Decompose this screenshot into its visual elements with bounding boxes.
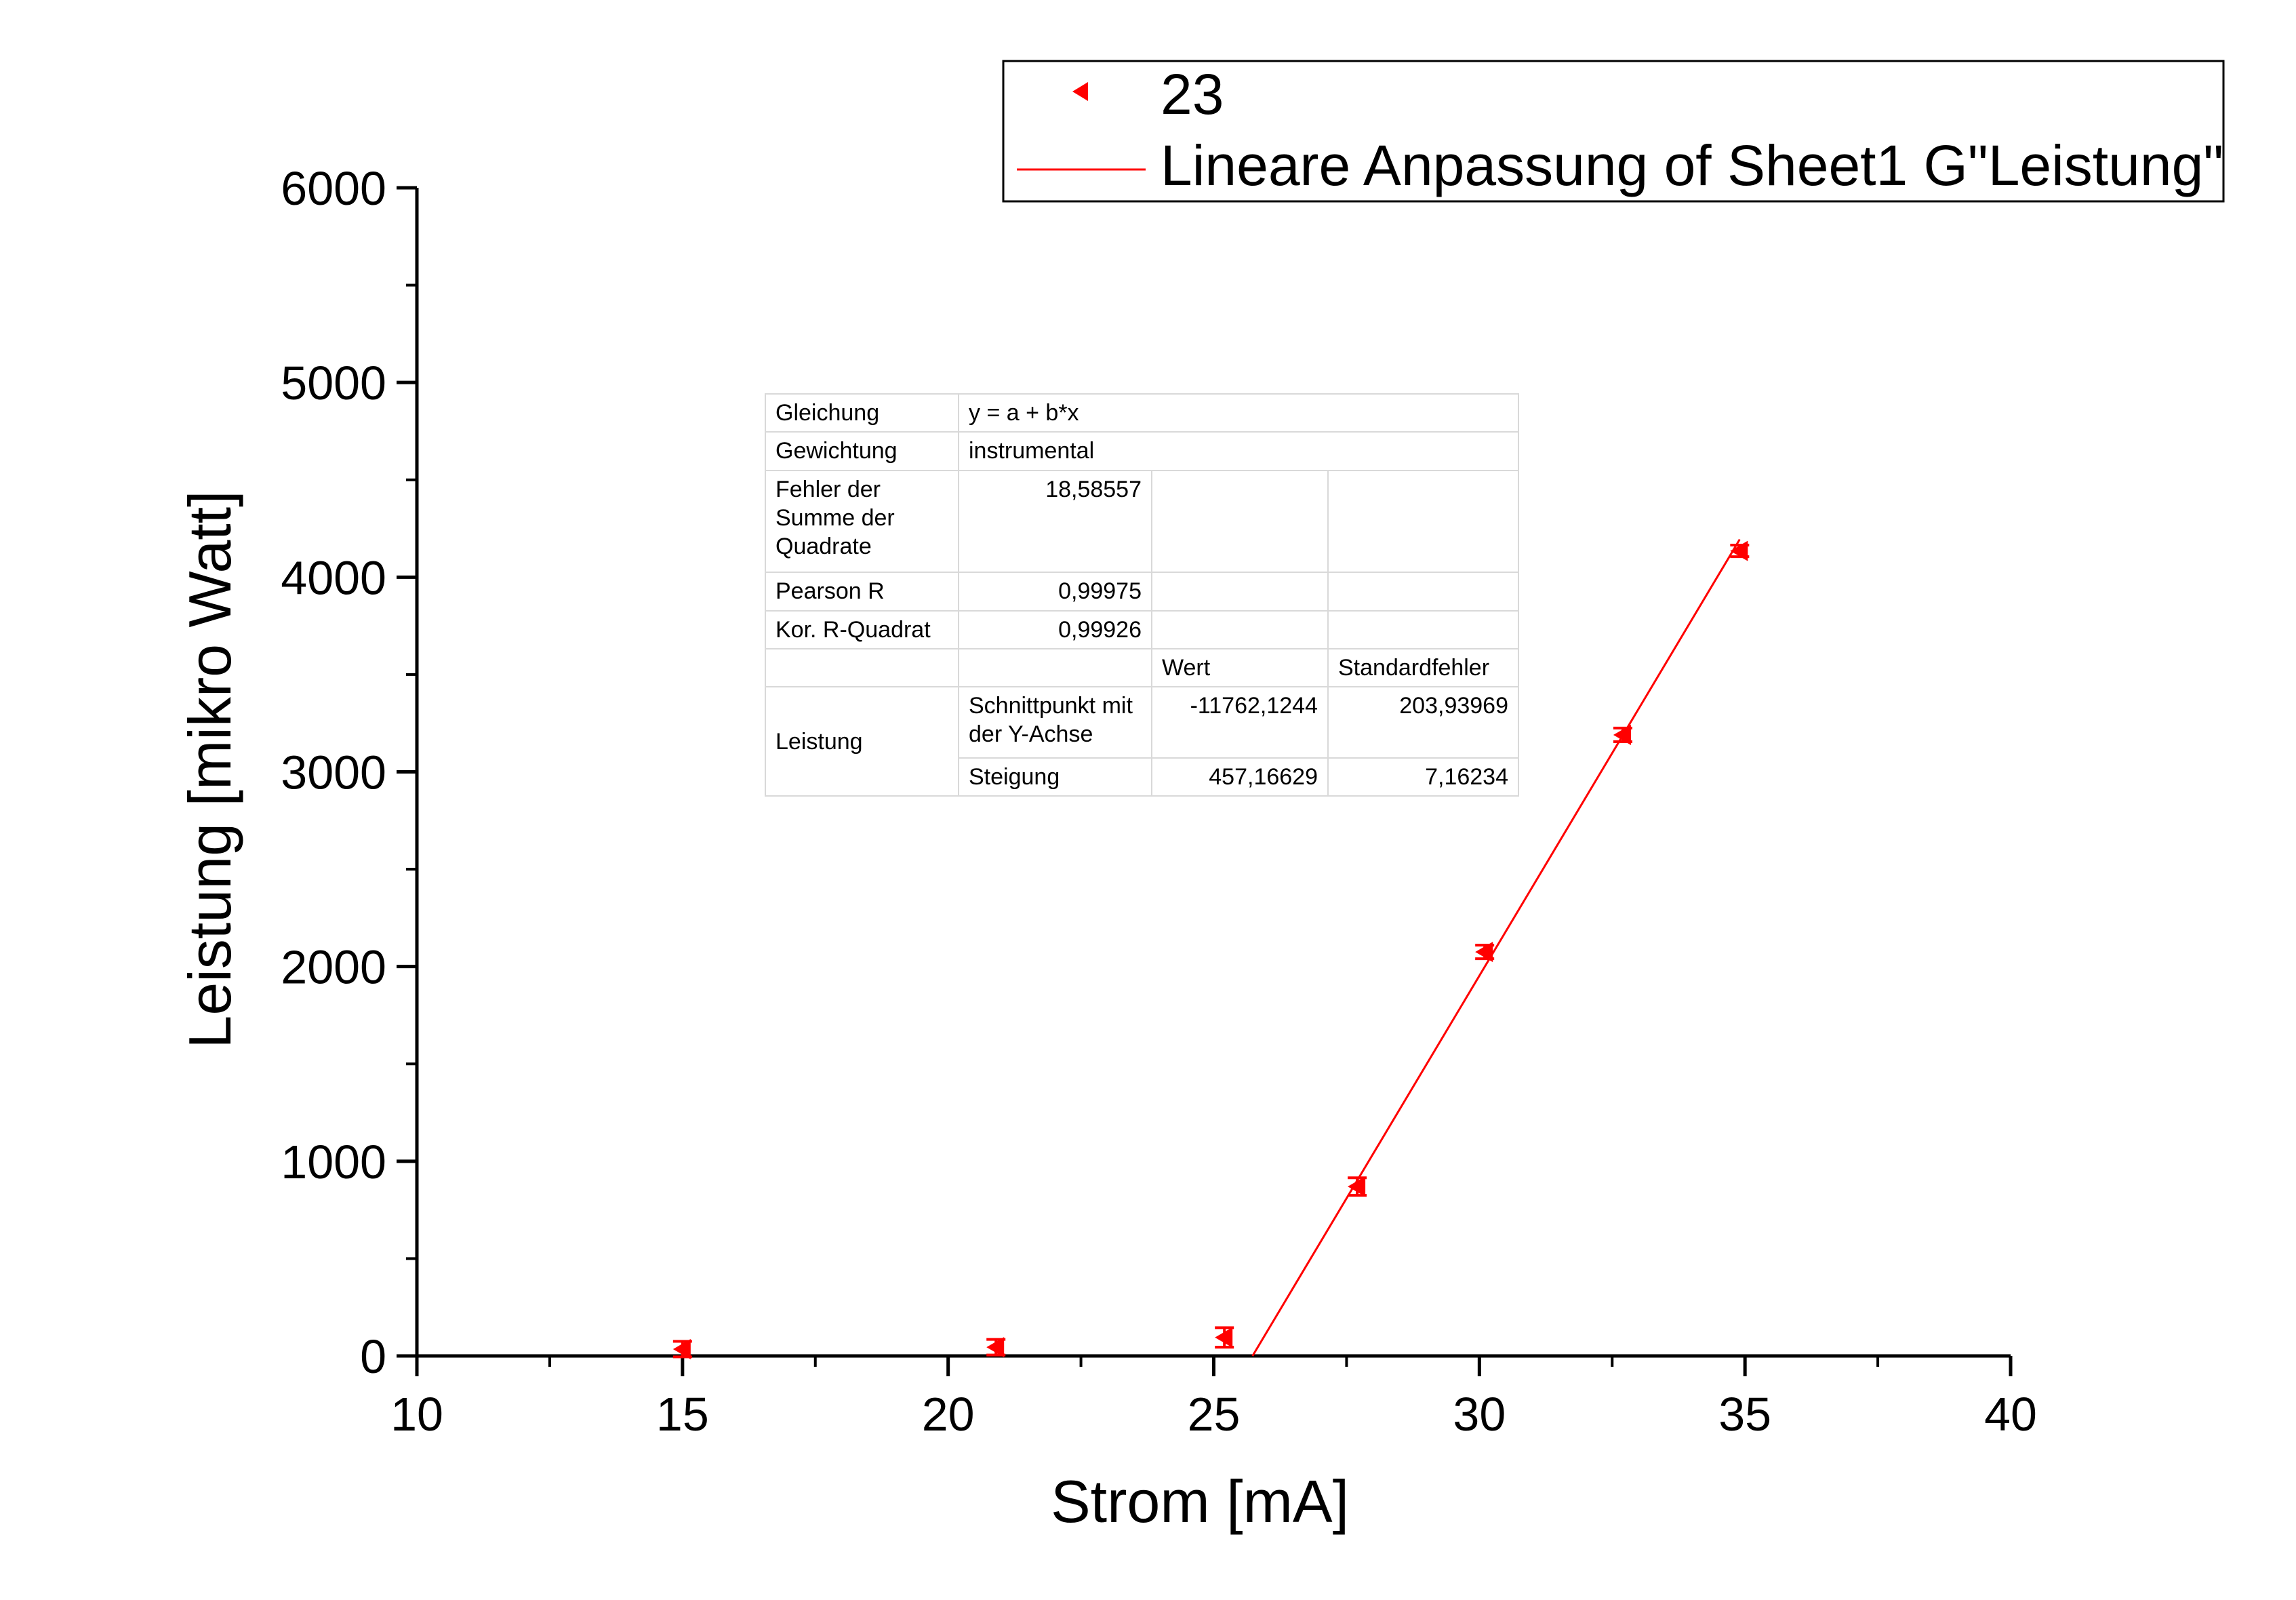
y-tick-label: 4000: [281, 551, 386, 604]
stats-stderr-intercept: 203,93969: [1327, 686, 1519, 759]
stats-value-intercept: -11762,1244: [1151, 686, 1329, 759]
stats-cell-empty: [1151, 609, 1329, 649]
stats-label-parameter-group: Leistung: [765, 686, 959, 797]
data-point: [1215, 1327, 1233, 1348]
stats-cell-empty: [958, 647, 1152, 688]
y-tick-label: 3000: [281, 746, 386, 799]
stats-label-intercept: Schnittpunkt mit der Y-Achse: [958, 686, 1152, 759]
stats-cell-empty: [1151, 469, 1329, 574]
y-tick-label: 0: [360, 1330, 386, 1383]
fit-line: [1251, 538, 1741, 1357]
stats-header-std-error: Standardfehler: [1327, 647, 1519, 688]
y-axis-label: Leistung [mikro Watt]: [176, 490, 243, 1048]
plot-area: [672, 538, 1750, 1359]
stats-label-rss: Fehler der Summe der Quadrate: [765, 469, 959, 574]
stats-value-pearson-r: 0,99975: [958, 572, 1152, 612]
stats-label-weighting: Gewichtung: [765, 431, 959, 471]
y-tick-label: 2000: [281, 941, 386, 994]
stats-label-pearson-r: Pearson R: [765, 572, 959, 612]
x-tick-label: 20: [922, 1388, 975, 1441]
stats-value-slope: 457,16629: [1151, 757, 1329, 797]
data-point: [1475, 942, 1493, 963]
stats-value-adj-r-square: 0,99926: [958, 609, 1152, 649]
stats-label-slope: Steigung: [958, 757, 1152, 797]
fit-statistics-table: Gleichung y = a + b*x Gewichtung instrum…: [765, 393, 1519, 797]
stats-header-value: Wert: [1151, 647, 1329, 688]
stats-stderr-slope: 7,16234: [1327, 757, 1519, 797]
x-tick-label: 40: [1984, 1388, 2037, 1441]
axes: 10 15 20 25 30 35 40 0 1000 2000 3000 4000 5000 6000: [281, 162, 2037, 1441]
data-point: [672, 1338, 691, 1359]
y-tick-label: 6000: [281, 162, 386, 215]
x-axis-label: Strom [mA]: [1051, 1468, 1349, 1535]
stats-cell-empty: [1327, 572, 1519, 612]
legend-entry-series-1: 23: [1161, 62, 1224, 126]
stats-value-weighting: instrumental: [958, 431, 1519, 471]
y-tick-label: 1000: [281, 1136, 386, 1188]
y-tick-label: 5000: [281, 357, 386, 409]
legend-box: [1002, 60, 2225, 203]
data-point: [1730, 540, 1748, 561]
data-point: [1348, 1176, 1366, 1197]
stats-value-equation: y = a + b*x: [958, 393, 1519, 433]
stats-label-adj-r-square: Kor. R-Quadrat: [765, 609, 959, 649]
x-tick-label: 35: [1718, 1388, 1771, 1441]
stats-label-equation: Gleichung: [765, 393, 959, 433]
legend-marker-left-triangle: [1072, 82, 1088, 101]
data-point: [986, 1337, 1005, 1358]
stats-cell-empty: [765, 647, 959, 688]
x-tick-label: 25: [1188, 1388, 1241, 1441]
legend: 23 Lineare Anpassung of Sheet1 G"Leistun…: [1002, 60, 2225, 203]
stats-cell-empty: [1327, 609, 1519, 649]
stats-cell-empty: [1327, 469, 1519, 574]
x-tick-label: 30: [1453, 1388, 1506, 1441]
legend-entry-series-2: Lineare Anpassung of Sheet1 G"Leistung": [1161, 134, 2223, 197]
data-point: [1613, 724, 1631, 745]
x-tick-label: 10: [390, 1388, 443, 1441]
x-tick-label: 15: [656, 1388, 709, 1441]
stats-cell-empty: [1151, 572, 1329, 612]
stats-value-rss: 18,58557: [958, 469, 1152, 574]
